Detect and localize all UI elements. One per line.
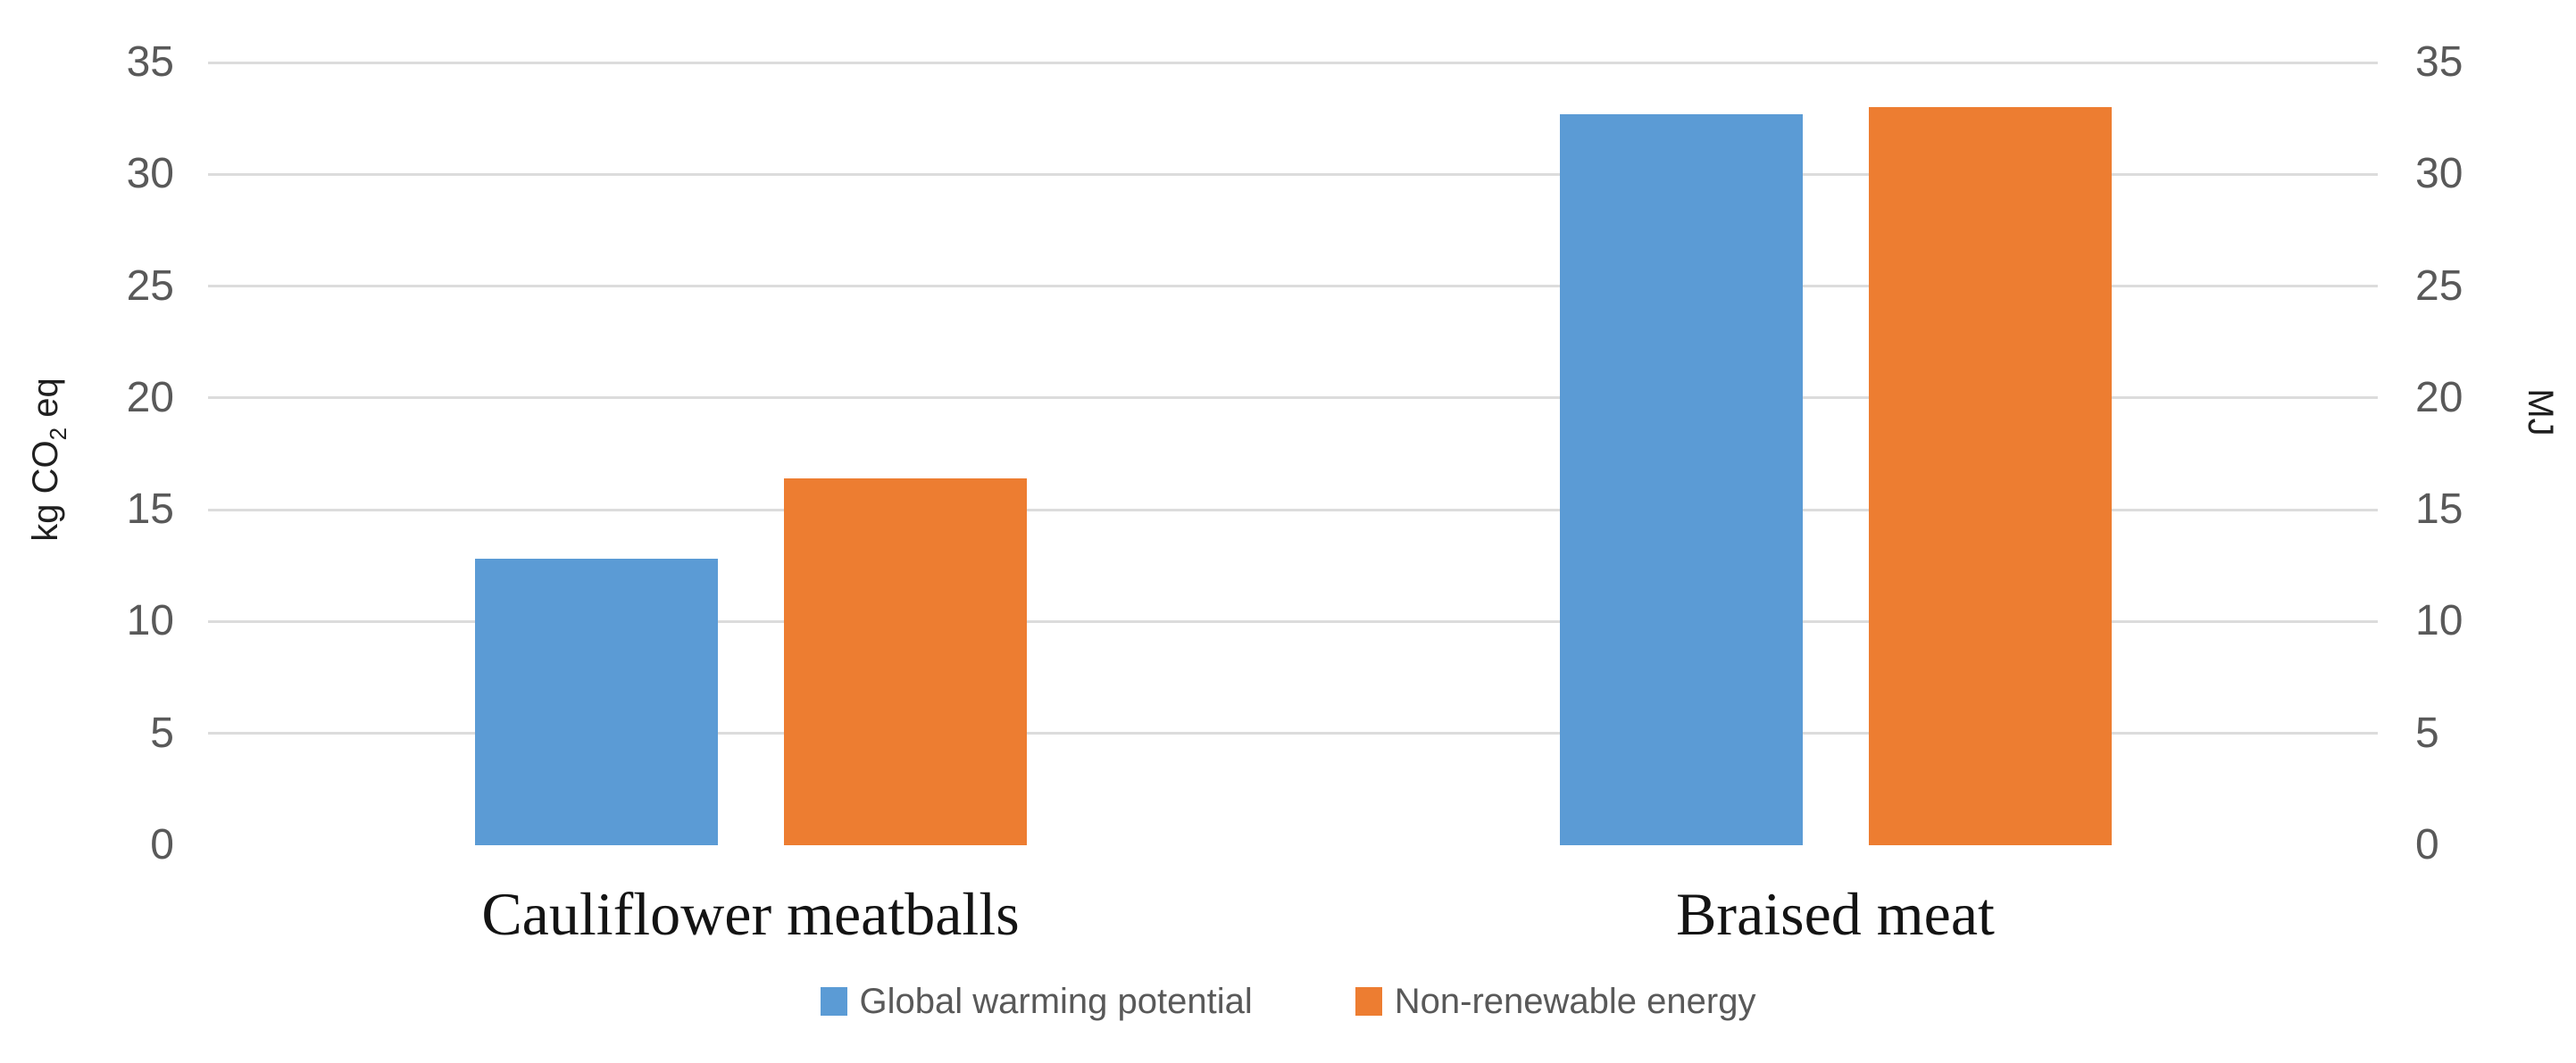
gridline xyxy=(208,172,2378,176)
right-axis-title: MJ xyxy=(2521,388,2560,436)
legend-label: Global warming potential xyxy=(859,982,1253,1021)
y-axis-tick-label-left: 0 xyxy=(150,821,174,868)
y-axis-tick-label-left: 15 xyxy=(126,486,174,534)
left-axis-title-text: kg CO xyxy=(26,440,65,542)
y-axis-tick-label-right: 20 xyxy=(2415,373,2463,421)
gridline xyxy=(208,619,2378,623)
y-axis-tick-label-left: 5 xyxy=(150,709,174,757)
y-axis-tick-label-left: 10 xyxy=(126,597,174,645)
gridline xyxy=(208,61,2378,64)
y-axis-tick-label-right: 25 xyxy=(2415,262,2463,310)
gridline xyxy=(208,285,2378,288)
bar xyxy=(1868,107,2112,845)
y-axis-tick-label-right: 15 xyxy=(2415,486,2463,534)
legend-item: Global warming potential xyxy=(820,982,1253,1021)
y-axis-tick-label-left: 35 xyxy=(126,38,174,86)
legend-item: Non-renewable energy xyxy=(1355,982,1756,1021)
left-axis-title: kg CO2 eq xyxy=(26,378,78,541)
y-axis-tick-label-right: 35 xyxy=(2415,38,2463,86)
y-axis-tick-label-right: 10 xyxy=(2415,597,2463,645)
y-axis-tick-label-left: 30 xyxy=(126,150,174,198)
y-axis-tick-label-left: 20 xyxy=(126,373,174,421)
y-axis-tick-label-right: 0 xyxy=(2415,821,2439,868)
legend-swatch xyxy=(1355,987,1382,1016)
y-axis-tick-label-left: 25 xyxy=(126,262,174,310)
legend-label: Non-renewable energy xyxy=(1394,982,1756,1021)
y-axis-tick-label-right: 5 xyxy=(2415,709,2439,757)
category-label: Braised meat xyxy=(1676,880,1995,948)
gridline xyxy=(208,396,2378,400)
bar xyxy=(783,478,1027,845)
y-axis-tick-label-right: 30 xyxy=(2415,150,2463,198)
gridline xyxy=(208,508,2378,511)
left-axis-title-unit: eq xyxy=(26,378,65,428)
bar xyxy=(1559,113,1803,845)
legend: Global warming potential Non-renewable en… xyxy=(0,982,2576,1021)
left-axis-title-subscript: 2 xyxy=(45,427,71,441)
bar xyxy=(474,559,718,845)
gridline xyxy=(208,732,2378,735)
legend-swatch xyxy=(820,987,847,1016)
category-label: Cauliflower meatballs xyxy=(481,880,1020,948)
